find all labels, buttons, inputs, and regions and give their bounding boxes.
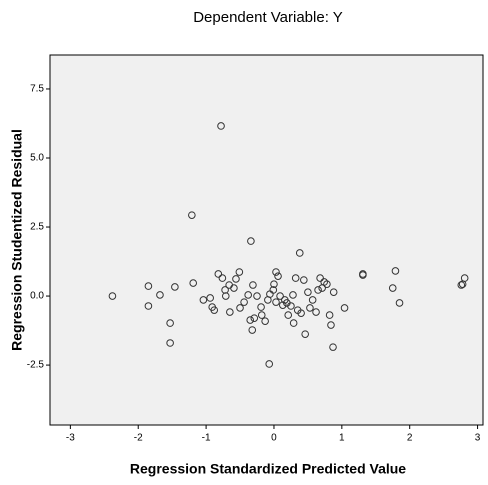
y-tick-label: -2.5 <box>27 360 45 371</box>
point <box>221 292 230 300</box>
y-axis-label: Regression Studentized Residual <box>9 129 25 351</box>
point <box>323 280 331 288</box>
point <box>210 306 219 314</box>
point <box>340 304 349 312</box>
point <box>261 317 269 325</box>
point <box>144 282 153 290</box>
point <box>235 268 244 276</box>
x-tick-label: 0 <box>271 433 277 444</box>
y-tick-label: 5.0 <box>30 153 44 164</box>
point <box>189 279 198 287</box>
x-tick-label: 2 <box>407 433 413 444</box>
point <box>316 274 324 282</box>
point <box>314 286 322 294</box>
point <box>214 270 223 278</box>
point <box>218 274 227 282</box>
y-tick-label: 0.0 <box>30 291 44 302</box>
point <box>248 326 257 334</box>
point <box>166 319 174 327</box>
point <box>269 286 278 294</box>
point <box>297 309 305 317</box>
point <box>188 211 196 219</box>
point <box>270 280 278 288</box>
point <box>300 276 308 284</box>
point <box>278 301 287 309</box>
point <box>217 122 225 130</box>
point <box>246 316 255 324</box>
point <box>171 283 179 291</box>
point <box>272 268 280 276</box>
point <box>395 299 404 307</box>
x-tick-label: -2 <box>134 433 143 444</box>
point <box>206 294 214 302</box>
point <box>325 311 334 319</box>
y-tick-label: 7.5 <box>30 84 44 95</box>
point <box>391 267 400 275</box>
point <box>295 249 304 257</box>
point <box>301 330 309 338</box>
point <box>329 343 337 351</box>
point <box>250 314 259 322</box>
point <box>144 302 153 310</box>
point <box>388 284 397 292</box>
point <box>244 291 252 299</box>
y-tick-label: 2.5 <box>30 222 44 233</box>
point <box>236 304 244 312</box>
point <box>199 296 208 304</box>
point <box>232 275 240 283</box>
point <box>458 280 467 288</box>
point <box>166 339 174 347</box>
point <box>284 311 293 319</box>
point <box>306 304 314 312</box>
x-tick-label: -1 <box>202 433 211 444</box>
point <box>291 274 300 282</box>
point <box>289 319 298 327</box>
point <box>247 237 255 245</box>
plot-area <box>49 54 484 426</box>
point <box>265 360 274 368</box>
point <box>289 291 297 299</box>
point <box>249 281 257 289</box>
point <box>272 298 280 306</box>
point <box>274 272 282 280</box>
point <box>276 292 284 300</box>
point <box>308 296 317 304</box>
point <box>230 284 238 292</box>
point <box>457 281 466 289</box>
point <box>253 292 261 300</box>
point <box>359 271 367 279</box>
point <box>312 308 320 316</box>
point <box>240 298 248 306</box>
x-tick-label: 3 <box>475 433 481 444</box>
point <box>226 308 234 316</box>
point <box>304 288 312 296</box>
point <box>156 291 164 299</box>
x-tick-label: -3 <box>66 433 75 444</box>
point <box>257 303 265 311</box>
point <box>108 292 117 300</box>
point <box>329 288 338 296</box>
chart-title: Dependent Variable: Y <box>193 9 343 26</box>
x-tick-label: 1 <box>339 433 345 444</box>
point <box>257 311 266 319</box>
point <box>287 302 295 310</box>
point <box>327 321 335 329</box>
x-axis-label: Regression Standardized Predicted Value <box>130 461 406 477</box>
